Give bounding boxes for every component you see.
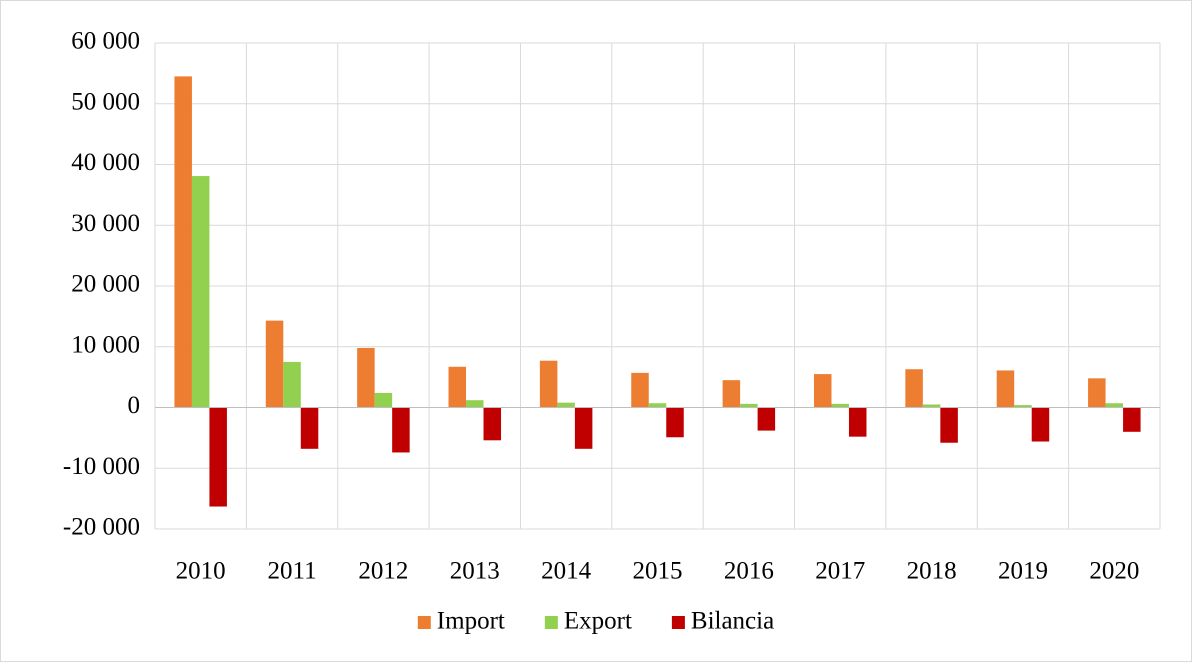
bar — [357, 347, 375, 408]
bar — [922, 404, 941, 408]
bar — [905, 369, 923, 408]
bar — [300, 407, 319, 449]
bar — [813, 374, 832, 408]
bar — [265, 320, 284, 408]
y-tick-label: 40 000 — [71, 149, 140, 176]
bar — [557, 402, 575, 408]
y-tick-label: 60 000 — [71, 28, 140, 55]
bar — [1105, 403, 1124, 408]
bar — [1123, 407, 1141, 432]
legend-swatch — [417, 616, 431, 629]
bar — [174, 76, 192, 408]
bar — [648, 403, 667, 408]
y-tick-label: 0 — [128, 392, 141, 419]
bar — [392, 407, 410, 453]
x-tick-label: 2010 — [176, 558, 226, 585]
x-tick-label: 2017 — [815, 558, 865, 585]
legend-swatch — [544, 616, 558, 629]
x-tick-label: 2020 — [1089, 558, 1139, 585]
x-tick-label: 2012 — [358, 558, 408, 585]
x-tick-label: 2011 — [268, 558, 317, 585]
bar — [448, 366, 467, 408]
bar — [1014, 405, 1032, 408]
y-tick-label: -20 000 — [63, 514, 140, 541]
bar — [574, 407, 593, 449]
bar — [209, 407, 227, 507]
bar — [539, 360, 558, 408]
y-tick-label: 20 000 — [71, 271, 140, 298]
bar — [631, 372, 649, 408]
legend-swatch — [671, 616, 685, 629]
y-tick-label: 30 000 — [71, 210, 140, 237]
y-tick-label: -10 000 — [63, 453, 140, 480]
x-tick-label: 2019 — [998, 558, 1048, 585]
bar — [848, 407, 867, 437]
legend-label: Export — [564, 608, 632, 635]
x-tick-label: 2014 — [541, 558, 592, 585]
bar — [757, 407, 776, 431]
x-tick-label: 2015 — [633, 558, 683, 585]
bar — [740, 403, 758, 408]
bar — [666, 407, 684, 438]
bar — [466, 400, 484, 408]
bar — [191, 176, 210, 408]
legend-label: Import — [437, 608, 505, 635]
x-tick-label: 2013 — [450, 558, 500, 585]
legend-label: Bilancia — [691, 608, 774, 635]
bar — [483, 407, 502, 441]
bar — [1088, 378, 1106, 408]
x-tick-label: 2018 — [907, 558, 957, 585]
bar — [1031, 407, 1050, 442]
y-tick-label: 10 000 — [71, 331, 140, 358]
x-tick-label: 2016 — [724, 558, 774, 585]
bar — [940, 407, 958, 443]
bar — [831, 403, 849, 408]
bar — [374, 392, 393, 408]
bar — [996, 370, 1015, 408]
bar — [283, 361, 301, 408]
bar — [722, 380, 741, 408]
y-tick-label: 50 000 — [71, 88, 140, 115]
